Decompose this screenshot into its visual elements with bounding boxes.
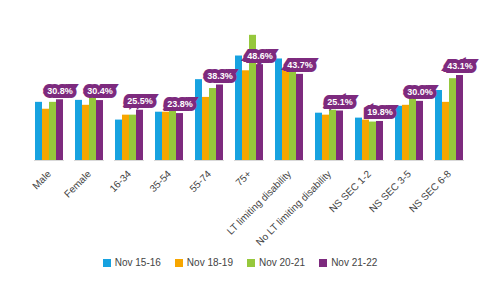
svg-text:Female: Female [62, 168, 94, 200]
svg-text:30.4%: 30.4% [87, 86, 113, 96]
html-text:Nov 20-21: Nov 20-21 [259, 257, 306, 268]
svg-text:NS SEC 6-8: NS SEC 6-8 [407, 168, 454, 215]
svg-text:23.8%: 23.8% [167, 99, 193, 109]
svg-text:NS SEC 3-5: NS SEC 3-5 [366, 168, 414, 215]
svg-text:48.6%: 48.6% [247, 51, 273, 61]
svg-text:35-54: 35-54 [147, 168, 173, 194]
svg-text:75+: 75+ [233, 168, 253, 188]
html-text:Nov 15-16: Nov 15-16 [114, 257, 161, 268]
html-text:Nov 18-19: Nov 18-19 [186, 257, 233, 268]
svg-text:30.8%: 30.8% [47, 86, 73, 96]
svg-text:16-34: 16-34 [107, 168, 133, 194]
svg-text:No LT limiting disability: No LT limiting disability [254, 168, 333, 247]
svg-text:55-74: 55-74 [187, 168, 213, 194]
html-text:Nov 21-22: Nov 21-22 [331, 257, 378, 268]
svg-text:30.0%: 30.0% [407, 87, 433, 97]
svg-text:LT limiting disability: LT limiting disability [225, 168, 293, 236]
svg-text:Male: Male [30, 168, 53, 191]
svg-text:38.3%: 38.3% [207, 71, 233, 81]
svg-text:43.1%: 43.1% [447, 61, 473, 71]
svg-text:19.8%: 19.8% [367, 107, 393, 117]
svg-text:43.7%: 43.7% [287, 60, 313, 70]
svg-text:NS SEC 1-2: NS SEC 1-2 [326, 168, 374, 215]
svg-text:25.5%: 25.5% [127, 96, 153, 106]
svg-text:25.1%: 25.1% [327, 97, 353, 107]
